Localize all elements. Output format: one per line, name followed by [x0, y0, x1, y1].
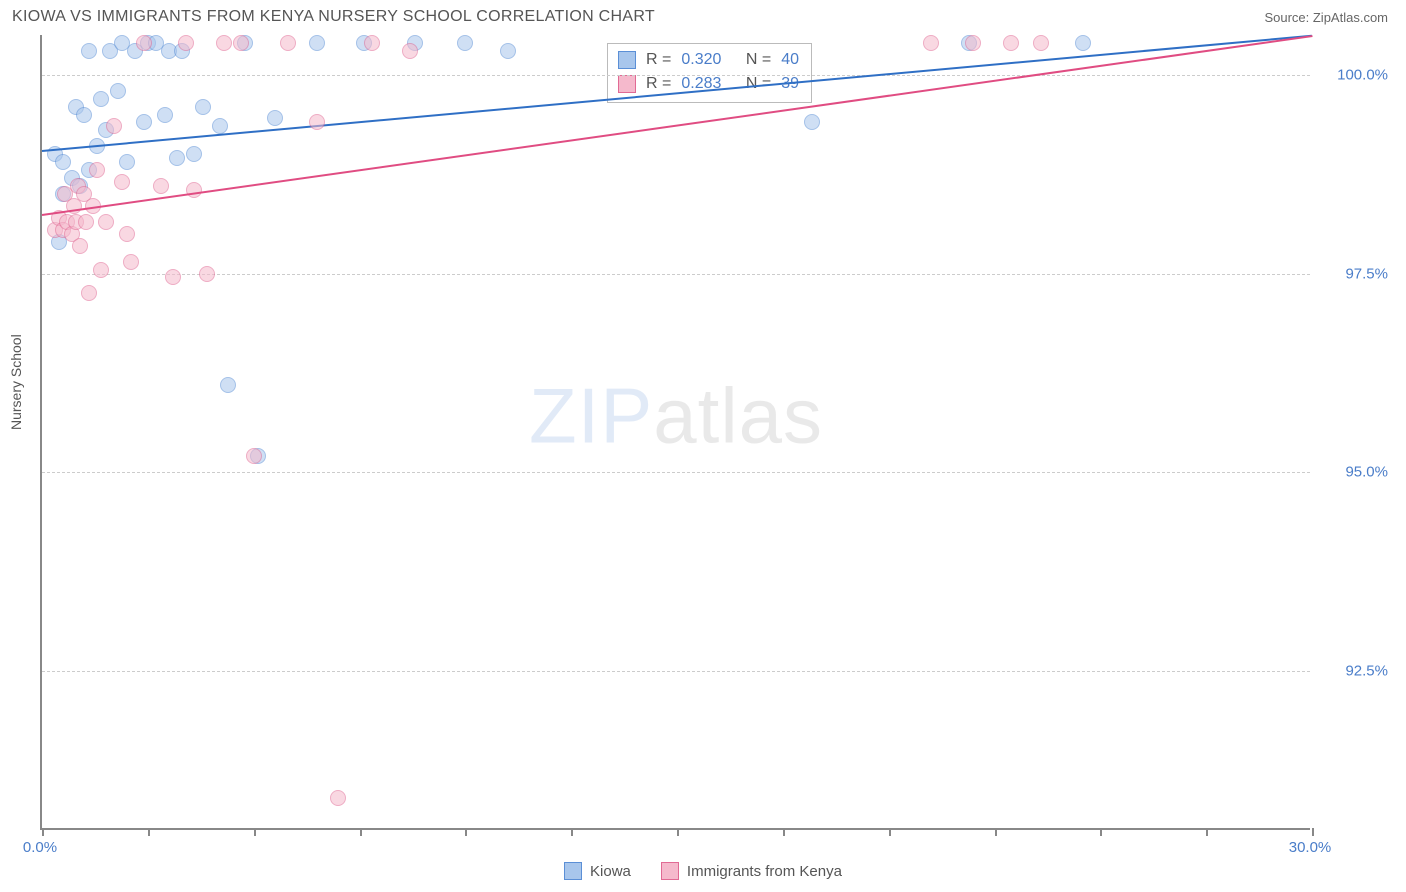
x-tick — [571, 828, 573, 836]
data-point — [106, 118, 122, 134]
swatch-kiowa — [618, 51, 636, 69]
x-tick — [465, 828, 467, 836]
data-point — [186, 146, 202, 162]
r-label: R = — [646, 48, 671, 72]
data-point — [78, 214, 94, 230]
n-value-kiowa: 40 — [781, 48, 799, 72]
data-point — [114, 174, 130, 190]
chart-header: KIOWA VS IMMIGRANTS FROM KENYA NURSERY S… — [0, 0, 1406, 30]
y-tick-label: 92.5% — [1345, 663, 1388, 680]
chart-title: KIOWA VS IMMIGRANTS FROM KENYA NURSERY S… — [12, 8, 655, 26]
data-point — [72, 238, 88, 254]
data-point — [1075, 35, 1091, 51]
data-point — [267, 110, 283, 126]
swatch-icon — [661, 862, 679, 880]
data-point — [89, 162, 105, 178]
data-point — [804, 114, 820, 130]
data-point — [309, 35, 325, 51]
data-point — [55, 154, 71, 170]
y-axis-label: Nursery School — [8, 334, 24, 430]
legend-row-kiowa: R = 0.320 N = 40 — [618, 48, 799, 72]
x-tick — [1312, 828, 1314, 836]
legend-label: Kiowa — [590, 863, 631, 880]
x-tick-label: 30.0% — [1289, 839, 1332, 856]
data-point — [923, 35, 939, 51]
y-tick-label: 95.0% — [1345, 464, 1388, 481]
data-point — [81, 43, 97, 59]
gridline — [42, 274, 1310, 275]
swatch-icon — [564, 862, 582, 880]
legend-item-kenya: Immigrants from Kenya — [661, 862, 842, 880]
x-tick — [360, 828, 362, 836]
data-point — [136, 35, 152, 51]
watermark-zip: ZIP — [529, 371, 653, 459]
watermark: ZIPatlas — [529, 370, 823, 461]
data-point — [186, 182, 202, 198]
n-label: N = — [746, 48, 771, 72]
data-point — [212, 118, 228, 134]
plot-area: ZIPatlas R = 0.320 N = 40 R = 0.283 N = … — [40, 35, 1310, 830]
data-point — [965, 35, 981, 51]
data-point — [119, 226, 135, 242]
data-point — [119, 154, 135, 170]
data-point — [81, 285, 97, 301]
data-point — [220, 377, 236, 393]
x-tick — [677, 828, 679, 836]
y-tick-label: 100.0% — [1337, 66, 1388, 83]
r-value-kiowa: 0.320 — [681, 48, 721, 72]
data-point — [98, 214, 114, 230]
correlation-legend: R = 0.320 N = 40 R = 0.283 N = 39 — [607, 43, 812, 103]
chart-source: Source: ZipAtlas.com — [1264, 10, 1388, 25]
x-tick — [254, 828, 256, 836]
data-point — [1003, 35, 1019, 51]
data-point — [216, 35, 232, 51]
x-tick — [42, 828, 44, 836]
data-point — [233, 35, 249, 51]
data-point — [178, 35, 194, 51]
x-tick — [1100, 828, 1102, 836]
legend-label: Immigrants from Kenya — [687, 863, 842, 880]
data-point — [153, 178, 169, 194]
data-point — [110, 83, 126, 99]
x-tick — [1206, 828, 1208, 836]
data-point — [457, 35, 473, 51]
data-point — [123, 254, 139, 270]
series-legend: Kiowa Immigrants from Kenya — [0, 862, 1406, 880]
data-point — [246, 448, 262, 464]
data-point — [199, 266, 215, 282]
data-point — [93, 91, 109, 107]
data-point — [330, 790, 346, 806]
data-point — [76, 107, 92, 123]
data-point — [165, 269, 181, 285]
watermark-atlas: atlas — [653, 371, 823, 459]
data-point — [402, 43, 418, 59]
legend-item-kiowa: Kiowa — [564, 862, 631, 880]
data-point — [309, 114, 325, 130]
data-point — [280, 35, 296, 51]
chart-container: Nursery School ZIPatlas R = 0.320 N = 40… — [0, 30, 1406, 880]
swatch-kenya — [618, 75, 636, 93]
gridline — [42, 75, 1310, 76]
gridline — [42, 671, 1310, 672]
data-point — [169, 150, 185, 166]
y-tick-label: 97.5% — [1345, 265, 1388, 282]
x-tick — [783, 828, 785, 836]
data-point — [364, 35, 380, 51]
data-point — [93, 262, 109, 278]
data-point — [500, 43, 516, 59]
x-tick-label: 0.0% — [23, 839, 57, 856]
data-point — [1033, 35, 1049, 51]
gridline — [42, 472, 1310, 473]
data-point — [195, 99, 211, 115]
data-point — [157, 107, 173, 123]
x-tick — [889, 828, 891, 836]
x-tick — [995, 828, 997, 836]
x-tick — [148, 828, 150, 836]
data-point — [136, 114, 152, 130]
